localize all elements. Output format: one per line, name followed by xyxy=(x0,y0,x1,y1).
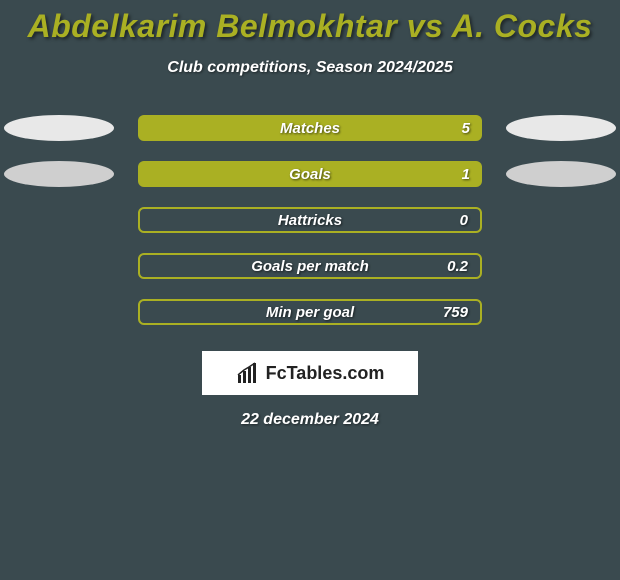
stat-value: 0.2 xyxy=(447,258,468,275)
right-ellipse xyxy=(506,115,616,141)
left-ellipse xyxy=(4,161,114,187)
stat-value: 5 xyxy=(462,120,470,137)
stat-row: Hattricks 0 xyxy=(0,207,620,233)
logo-text: FcTables.com xyxy=(266,363,385,384)
stat-bar: Min per goal 759 xyxy=(138,299,482,325)
page-title: Abdelkarim Belmokhtar vs A. Cocks xyxy=(0,0,620,45)
stat-bar: Hattricks 0 xyxy=(138,207,482,233)
right-ellipse xyxy=(506,161,616,187)
stat-bar: Matches 5 xyxy=(138,115,482,141)
left-ellipse xyxy=(4,115,114,141)
logo-box: FcTables.com xyxy=(202,351,418,395)
stats-rows: Matches 5 Goals 1 Hattricks 0 Goals per match 0… xyxy=(0,115,620,325)
stat-value: 0 xyxy=(460,212,468,229)
stat-value: 759 xyxy=(443,304,468,321)
stat-row: Goals per match 0.2 xyxy=(0,253,620,279)
stat-label: Min per goal xyxy=(266,304,354,321)
stat-row: Goals 1 xyxy=(0,161,620,187)
stat-row: Matches 5 xyxy=(0,115,620,141)
subtitle: Club competitions, Season 2024/2025 xyxy=(0,59,620,77)
chart-icon xyxy=(236,361,260,385)
stat-label: Matches xyxy=(280,120,340,137)
stat-label: Goals per match xyxy=(251,258,369,275)
stat-row: Min per goal 759 xyxy=(0,299,620,325)
stat-label: Hattricks xyxy=(278,212,342,229)
date-text: 22 december 2024 xyxy=(0,411,620,429)
stat-label: Goals xyxy=(289,166,331,183)
stat-value: 1 xyxy=(462,166,470,183)
stat-bar: Goals 1 xyxy=(138,161,482,187)
stat-bar: Goals per match 0.2 xyxy=(138,253,482,279)
